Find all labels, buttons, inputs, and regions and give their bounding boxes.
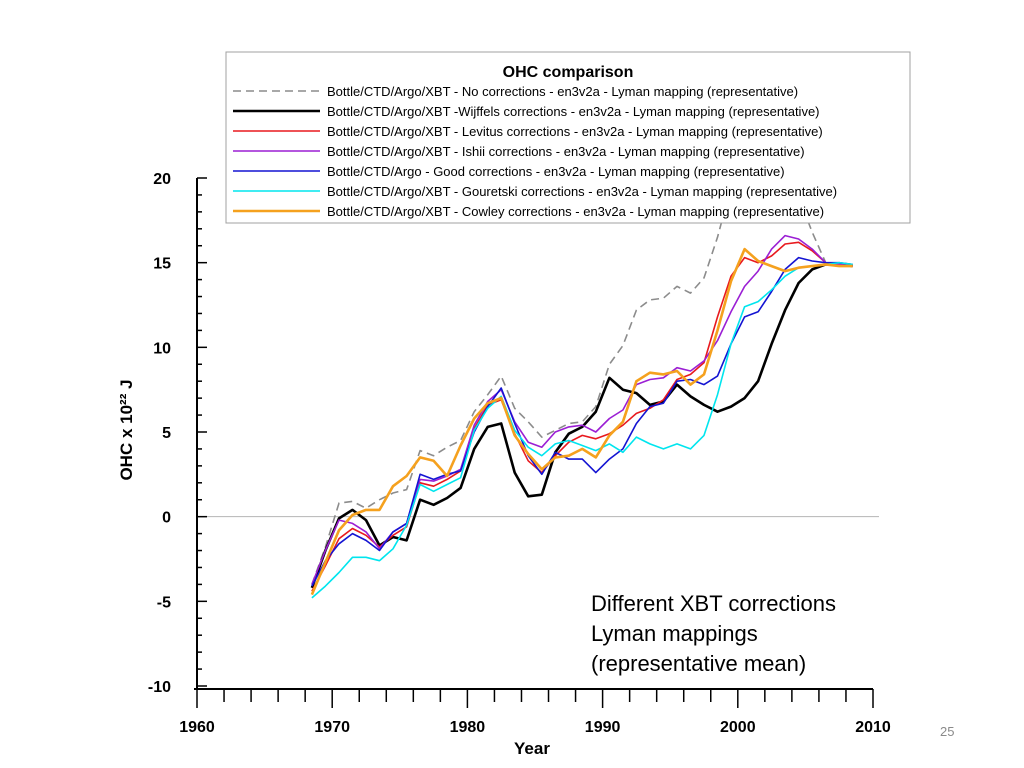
legend-entry: Bottle/CTD/Argo/XBT - No corrections - e… — [327, 84, 798, 99]
y-tick-label: -5 — [157, 594, 171, 611]
series-line — [311, 160, 853, 585]
series-3 — [311, 241, 853, 592]
x-tick-label: 2000 — [720, 719, 756, 736]
series-lines — [310, 160, 853, 599]
y-tick-label: 0 — [162, 510, 171, 527]
x-tick-label: 1980 — [450, 719, 486, 736]
legend-entry: Bottle/CTD/Argo/XBT -Wijffels correction… — [327, 104, 820, 119]
slide-number: 25 — [940, 724, 955, 739]
legend-entry: Bottle/CTD/Argo/XBT - Gouretski correcti… — [327, 184, 837, 199]
series-6 — [311, 261, 853, 599]
y-tick-label: 20 — [153, 171, 171, 188]
x-tick-label: 1960 — [179, 719, 215, 736]
x-tick-label: 2010 — [855, 719, 891, 736]
series-7 — [310, 247, 853, 596]
series-line — [310, 263, 853, 589]
legend-entry: Bottle/CTD/Argo/XBT - Levitus correction… — [327, 124, 823, 139]
axes: -10 -5 0 5 10 15 20 1960 1970 1980 1990 2000 2010 — [148, 171, 891, 736]
series-2 — [310, 263, 853, 589]
annotation-line-1: Different XBT corrections — [591, 591, 836, 616]
legend-entry: Bottle/CTD/Argo - Good corrections - en3… — [327, 164, 785, 179]
y-tick-label: 5 — [162, 425, 171, 442]
series-line — [311, 241, 853, 592]
series-line — [310, 247, 853, 596]
annotation-line-2: Lyman mappings — [591, 621, 758, 646]
chart-title: OHC comparison — [503, 64, 634, 81]
legend-entry: Bottle/CTD/Argo/XBT - Cowley corrections… — [327, 204, 824, 219]
x-tick-label: 1970 — [314, 719, 350, 736]
y-tick-label: -10 — [148, 679, 171, 696]
x-axis-label: Year — [514, 739, 550, 758]
series-1 — [311, 160, 853, 585]
legend-box — [225, 51, 911, 224]
legend: OHC comparison Bottle/CTD/Argo/XBT - No c… — [225, 51, 911, 224]
series-line — [311, 261, 853, 599]
annotation-line-3: (representative mean) — [591, 651, 806, 676]
x-tick-label: 1990 — [585, 719, 621, 736]
legend-entry: Bottle/CTD/Argo/XBT - Ishii corrections … — [327, 144, 805, 159]
series-line — [311, 256, 853, 587]
y-tick-label: 10 — [153, 340, 171, 357]
y-tick-label: 15 — [153, 256, 171, 273]
y-axis-label: OHC x 10²² J — [117, 379, 136, 480]
